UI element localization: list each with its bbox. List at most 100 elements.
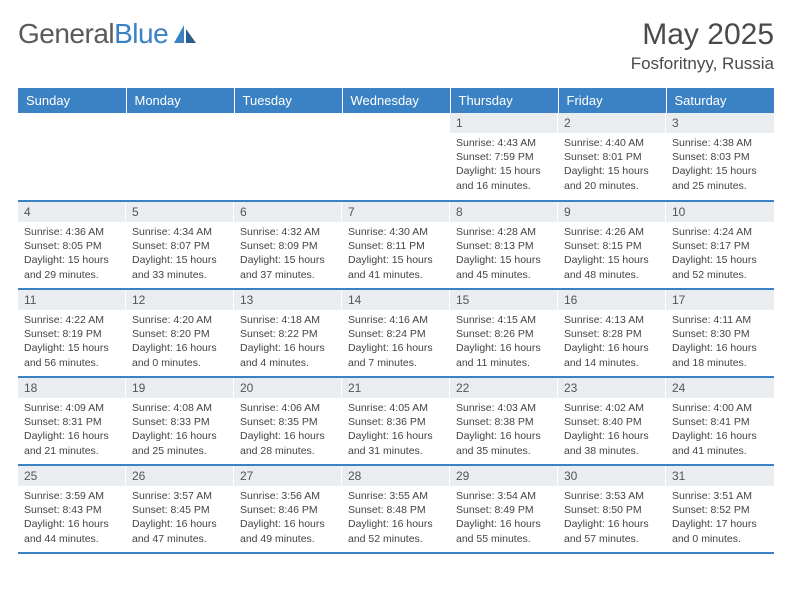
sunset-text: Sunset: 8:07 PM [132, 239, 228, 253]
day-body: Sunrise: 4:02 AMSunset: 8:40 PMDaylight:… [558, 398, 666, 462]
day-number: 12 [126, 290, 234, 310]
sunset-text: Sunset: 8:17 PM [672, 239, 768, 253]
daylight-text: Daylight: 16 hours and 25 minutes. [132, 429, 228, 457]
day-body: Sunrise: 4:24 AMSunset: 8:17 PMDaylight:… [666, 222, 774, 286]
weekday-heading: Saturday [666, 88, 774, 113]
daylight-text: Daylight: 16 hours and 47 minutes. [132, 517, 228, 545]
logo-text-part2: Blue [114, 18, 168, 50]
daylight-text: Daylight: 15 hours and 16 minutes. [456, 164, 552, 192]
sunrise-text: Sunrise: 3:56 AM [240, 489, 336, 503]
day-number: 31 [666, 466, 774, 486]
calendar-day-cell: 29Sunrise: 3:54 AMSunset: 8:49 PMDayligh… [450, 465, 558, 553]
day-number: 11 [18, 290, 126, 310]
day-number: 15 [450, 290, 558, 310]
calendar-day-cell: 11Sunrise: 4:22 AMSunset: 8:19 PMDayligh… [18, 289, 126, 377]
day-body: Sunrise: 4:36 AMSunset: 8:05 PMDaylight:… [18, 222, 126, 286]
sunrise-text: Sunrise: 4:24 AM [672, 225, 768, 239]
calendar-day-cell: 26 Sunrise: 3:57 AMSunset: 8:45 PMDayligh… [126, 465, 234, 553]
sunrise-text: Sunrise: 4:13 AM [564, 313, 660, 327]
day-number: 16 [558, 290, 666, 310]
sunrise-text: Sunrise: 4:40 AM [564, 136, 660, 150]
calendar-day-cell: 17Sunrise: 4:11 AMSunset: 8:30 PMDayligh… [666, 289, 774, 377]
sunrise-text: Sunrise: 4:11 AM [672, 313, 768, 327]
daylight-text: Daylight: 15 hours and 33 minutes. [132, 253, 228, 281]
daylight-text: Daylight: 16 hours and 41 minutes. [672, 429, 768, 457]
calendar-day-cell [18, 113, 126, 201]
calendar-day-cell: 13Sunrise: 4:18 AMSunset: 8:22 PMDayligh… [234, 289, 342, 377]
daylight-text: Daylight: 15 hours and 41 minutes. [348, 253, 444, 281]
daylight-text: Daylight: 16 hours and 11 minutes. [456, 341, 552, 369]
day-body: Sunrise: 3:59 AMSunset: 8:43 PMDaylight:… [18, 486, 126, 550]
sunset-text: Sunset: 8:30 PM [672, 327, 768, 341]
sunset-text: Sunset: 8:22 PM [240, 327, 336, 341]
calendar-day-cell: 24Sunrise: 4:00 AMSunset: 8:41 PMDayligh… [666, 377, 774, 465]
title-block: May 2025 Fosforitnyy, Russia [631, 18, 774, 74]
sunset-text: Sunset: 8:01 PM [564, 150, 660, 164]
calendar-week-row: 18Sunrise: 4:09 AMSunset: 8:31 PMDayligh… [18, 377, 774, 465]
sunset-text: Sunset: 8:26 PM [456, 327, 552, 341]
day-number: 29 [450, 466, 558, 486]
day-body: Sunrise: 4:40 AMSunset: 8:01 PMDaylight:… [558, 133, 666, 197]
weekday-heading: Friday [558, 88, 666, 113]
weekday-heading: Thursday [450, 88, 558, 113]
day-body: Sunrise: 3:51 AMSunset: 8:52 PMDaylight:… [666, 486, 774, 550]
sunrise-text: Sunrise: 4:43 AM [456, 136, 552, 150]
daylight-text: Daylight: 16 hours and 49 minutes. [240, 517, 336, 545]
sunset-text: Sunset: 8:45 PM [132, 503, 228, 517]
calendar-day-cell: 22Sunrise: 4:03 AMSunset: 8:38 PMDayligh… [450, 377, 558, 465]
calendar-week-row: 4Sunrise: 4:36 AMSunset: 8:05 PMDaylight… [18, 201, 774, 289]
day-body: Sunrise: 4:28 AMSunset: 8:13 PMDaylight:… [450, 222, 558, 286]
daylight-text: Daylight: 16 hours and 14 minutes. [564, 341, 660, 369]
calendar-day-cell [342, 113, 450, 201]
day-body: Sunrise: 4:22 AMSunset: 8:19 PMDaylight:… [18, 310, 126, 374]
daylight-text: Daylight: 16 hours and 35 minutes. [456, 429, 552, 457]
sunrise-text: Sunrise: 4:32 AM [240, 225, 336, 239]
day-number: 2 [558, 113, 666, 133]
daylight-text: Daylight: 15 hours and 48 minutes. [564, 253, 660, 281]
calendar-day-cell: 19Sunrise: 4:08 AMSunset: 8:33 PMDayligh… [126, 377, 234, 465]
sunrise-text: Sunrise: 4:20 AM [132, 313, 228, 327]
calendar-day-cell [126, 113, 234, 201]
calendar-day-cell: 9Sunrise: 4:26 AMSunset: 8:15 PMDaylight… [558, 201, 666, 289]
day-number: 1 [450, 113, 558, 133]
day-body: Sunrise: 4:08 AMSunset: 8:33 PMDaylight:… [126, 398, 234, 462]
calendar-day-cell: 3Sunrise: 4:38 AMSunset: 8:03 PMDaylight… [666, 113, 774, 201]
sunrise-text: Sunrise: 4:28 AM [456, 225, 552, 239]
day-number: 28 [342, 466, 450, 486]
month-title: May 2025 [631, 18, 774, 52]
daylight-text: Daylight: 16 hours and 0 minutes. [132, 341, 228, 369]
weekday-heading: Wednesday [342, 88, 450, 113]
sunset-text: Sunset: 8:13 PM [456, 239, 552, 253]
sunrise-text: Sunrise: 3:55 AM [348, 489, 444, 503]
day-number: 13 [234, 290, 342, 310]
sunrise-text: Sunrise: 4:05 AM [348, 401, 444, 415]
calendar-day-cell: 6Sunrise: 4:32 AMSunset: 8:09 PMDaylight… [234, 201, 342, 289]
sunset-text: Sunset: 8:43 PM [24, 503, 120, 517]
calendar-day-cell: 30Sunrise: 3:53 AMSunset: 8:50 PMDayligh… [558, 465, 666, 553]
sunrise-text: Sunrise: 3:57 AM [132, 489, 228, 503]
sunset-text: Sunset: 8:46 PM [240, 503, 336, 517]
day-body: Sunrise: 3:55 AMSunset: 8:48 PMDaylight:… [342, 486, 450, 550]
sunrise-text: Sunrise: 4:03 AM [456, 401, 552, 415]
daylight-text: Daylight: 15 hours and 56 minutes. [24, 341, 120, 369]
day-body: Sunrise: 4:34 AMSunset: 8:07 PMDaylight:… [126, 222, 234, 286]
header: GeneralBlue May 2025 Fosforitnyy, Russia [18, 18, 774, 74]
sunrise-text: Sunrise: 4:00 AM [672, 401, 768, 415]
calendar-day-cell: 18Sunrise: 4:09 AMSunset: 8:31 PMDayligh… [18, 377, 126, 465]
sunset-text: Sunset: 8:35 PM [240, 415, 336, 429]
day-number: 26 [126, 466, 234, 486]
calendar-day-cell: 23Sunrise: 4:02 AMSunset: 8:40 PMDayligh… [558, 377, 666, 465]
day-number: 10 [666, 202, 774, 222]
calendar-day-cell: 10Sunrise: 4:24 AMSunset: 8:17 PMDayligh… [666, 201, 774, 289]
calendar-day-cell: 12Sunrise: 4:20 AMSunset: 8:20 PMDayligh… [126, 289, 234, 377]
calendar-day-cell: 14Sunrise: 4:16 AMSunset: 8:24 PMDayligh… [342, 289, 450, 377]
daylight-text: Daylight: 16 hours and 57 minutes. [564, 517, 660, 545]
daylight-text: Daylight: 15 hours and 45 minutes. [456, 253, 552, 281]
sunrise-text: Sunrise: 4:26 AM [564, 225, 660, 239]
day-number: 27 [234, 466, 342, 486]
daylight-text: Daylight: 15 hours and 52 minutes. [672, 253, 768, 281]
sunset-text: Sunset: 8:50 PM [564, 503, 660, 517]
sunset-text: Sunset: 8:49 PM [456, 503, 552, 517]
day-body: Sunrise: 4:00 AMSunset: 8:41 PMDaylight:… [666, 398, 774, 462]
sunset-text: Sunset: 8:52 PM [672, 503, 768, 517]
